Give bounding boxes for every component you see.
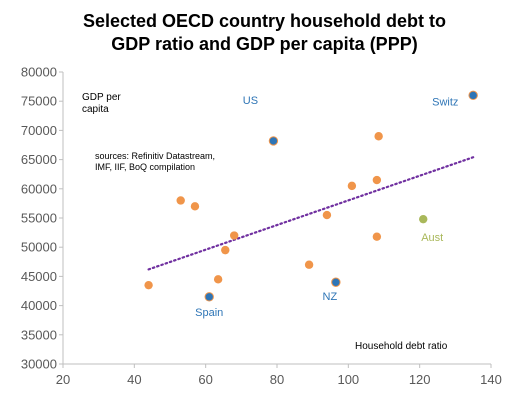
data-point <box>374 132 383 141</box>
data-point <box>372 232 382 241</box>
axes: 30000 35000 40000 45000 50000 55000 60000 65000… <box>21 65 502 388</box>
x-tick-label: 20 <box>56 372 70 387</box>
x-tick-label: 100 <box>337 372 359 387</box>
data-point <box>347 181 357 191</box>
y-tick-label: 65000 <box>21 152 57 167</box>
y-tick-label: 30000 <box>21 357 57 372</box>
data-point <box>213 275 223 284</box>
point-labels: Spain US NZ Switz Aust <box>195 95 458 319</box>
y-tick-label: 75000 <box>21 94 57 109</box>
data-point <box>190 202 200 211</box>
x-tick-label: 60 <box>198 372 212 387</box>
data-point <box>230 231 239 240</box>
y-tick-label: 45000 <box>21 269 57 284</box>
y-tick-label: 55000 <box>21 211 57 226</box>
data-point <box>322 210 332 220</box>
y-tick-label: 40000 <box>21 298 57 313</box>
y-tick-label: 35000 <box>21 327 57 342</box>
point-label-aust: Aust <box>421 232 443 244</box>
point-label-us: US <box>243 95 258 107</box>
point-label-switz: Switz <box>432 96 458 108</box>
data-point-us <box>268 136 279 146</box>
x-axis-label: Household debt ratio <box>355 341 448 352</box>
data-point <box>144 280 153 290</box>
chart-title-line-2: GDP ratio and GDP per capita (PPP) <box>111 34 418 54</box>
y-axis-label-line-2: capita <box>82 104 109 115</box>
y-tick-label: 80000 <box>21 65 57 80</box>
chart-title: Selected OECD country household debt to … <box>0 10 529 56</box>
trendline <box>147 156 475 271</box>
y-tick-label: 70000 <box>21 123 57 138</box>
source-note-line-2: IMF, IIF, BoQ compilation <box>95 162 195 172</box>
y-axis-label-line-1: GDP per <box>82 92 121 103</box>
trendline-group <box>147 156 475 271</box>
data-point <box>221 245 230 255</box>
data-point-nz <box>331 277 341 287</box>
y-tick-label: 50000 <box>21 240 57 255</box>
data-point-spain <box>204 292 214 302</box>
x-tick-label: 80 <box>270 372 284 387</box>
data-point <box>304 260 314 269</box>
point-label-spain: Spain <box>195 307 223 319</box>
data-point <box>372 175 382 185</box>
data-point-switz <box>468 90 478 101</box>
x-tick-label: 40 <box>127 372 141 387</box>
y-tick-label: 60000 <box>21 181 57 196</box>
data-point <box>176 196 185 205</box>
x-tick-label: 140 <box>480 372 502 387</box>
chart-title-line-1: Selected OECD country household debt to <box>82 11 447 31</box>
point-label-nz: NZ <box>323 291 338 303</box>
source-note-line-1: sources: Refinitiv Datastream, <box>95 151 215 161</box>
data-point-aust <box>419 214 428 224</box>
x-tick-label: 120 <box>409 372 431 387</box>
data-points <box>144 90 478 302</box>
annotations: GDP per capita sources: Refinitiv Datast… <box>82 92 448 352</box>
